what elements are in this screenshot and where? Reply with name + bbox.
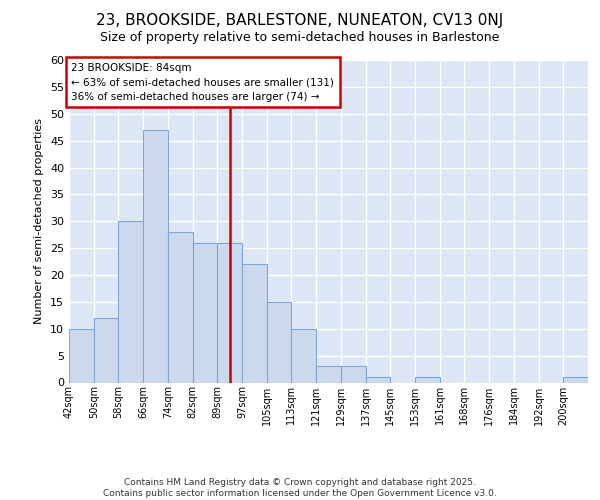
Bar: [143, 130, 168, 382]
Text: Contains HM Land Registry data © Crown copyright and database right 2025.
Contai: Contains HM Land Registry data © Crown c…: [103, 478, 497, 498]
Bar: [316, 366, 341, 382]
Bar: [193, 243, 217, 382]
Text: Size of property relative to semi-detached houses in Barlestone: Size of property relative to semi-detach…: [100, 31, 500, 44]
Bar: [217, 243, 242, 382]
Bar: [168, 232, 193, 382]
Bar: [365, 377, 390, 382]
Bar: [118, 221, 143, 382]
Bar: [292, 329, 316, 382]
Bar: [267, 302, 292, 382]
Text: 23, BROOKSIDE, BARLESTONE, NUNEATON, CV13 0NJ: 23, BROOKSIDE, BARLESTONE, NUNEATON, CV1…: [97, 12, 503, 28]
Bar: [242, 264, 267, 382]
Text: 23 BROOKSIDE: 84sqm
← 63% of semi-detached houses are smaller (131)
36% of semi-: 23 BROOKSIDE: 84sqm ← 63% of semi-detach…: [71, 62, 334, 102]
Bar: [415, 377, 440, 382]
Y-axis label: Number of semi-detached properties: Number of semi-detached properties: [34, 118, 44, 324]
Bar: [341, 366, 365, 382]
Bar: [94, 318, 118, 382]
Bar: [563, 377, 588, 382]
Bar: [69, 329, 94, 382]
